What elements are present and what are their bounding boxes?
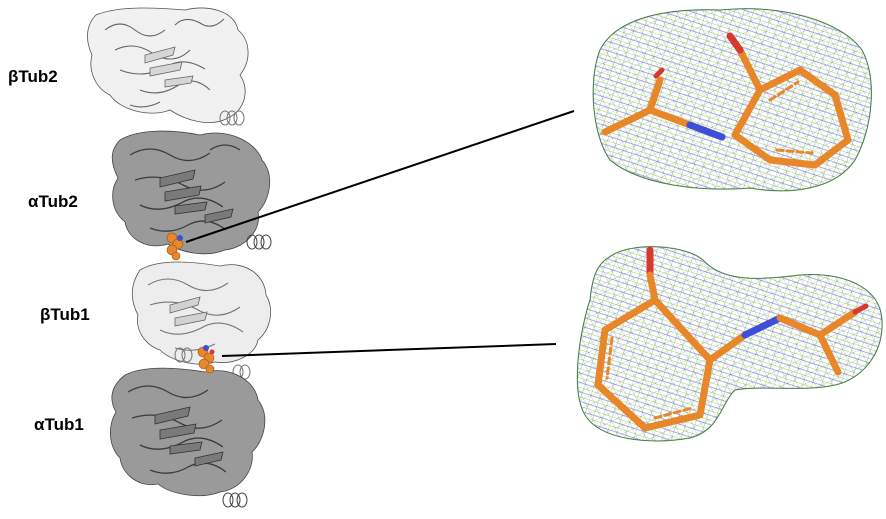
beta-tubulin-2-cartoon <box>87 7 249 126</box>
label-beta-tub1: βTub1 <box>40 305 90 324</box>
beta-tubulin-1-cartoon <box>131 261 271 380</box>
spacefill-ligand-icon-upper <box>166 232 184 261</box>
ligand-stick-model-upper <box>601 32 852 169</box>
label-alpha-tub1: αTub1 <box>34 415 84 434</box>
callout-line-lower <box>221 343 557 357</box>
label-alpha-tub2: αTub2 <box>28 192 78 211</box>
tubulin-protofilament <box>87 7 272 508</box>
upper-ligand-density-panel <box>592 8 872 192</box>
alpha-tubulin-1-cartoon <box>110 367 266 508</box>
spacefill-ligand-icon-lower <box>197 345 215 374</box>
alpha-tubulin-2-cartoon <box>111 130 272 255</box>
callout-line-upper <box>185 110 575 243</box>
label-beta-tub2: βTub2 <box>8 67 58 86</box>
ligand-stick-model-lower <box>594 246 869 432</box>
lower-ligand-density-panel <box>576 246 883 442</box>
